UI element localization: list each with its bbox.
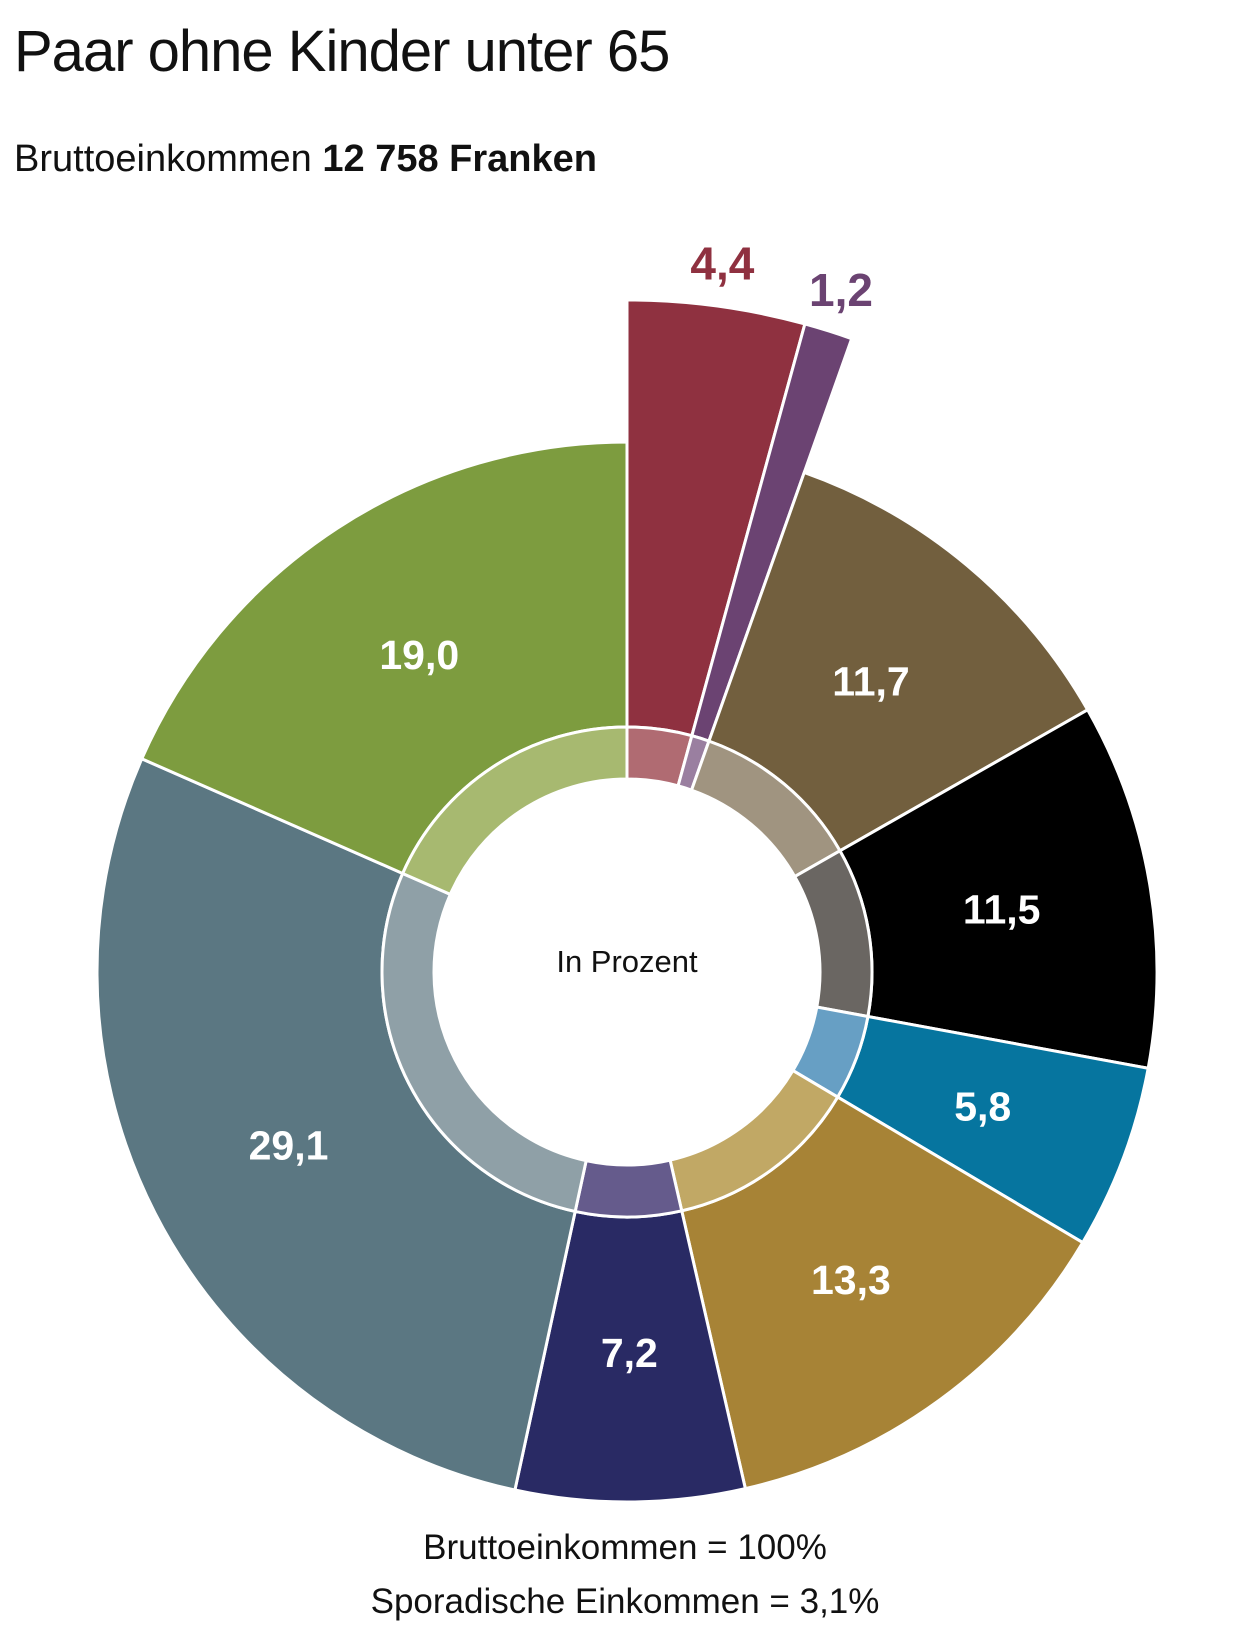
slice-label-6: 7,2: [601, 1330, 658, 1376]
slice-label-5: 13,3: [811, 1257, 891, 1303]
slice-label-1: 1,2: [809, 264, 873, 316]
donut-hole: [434, 779, 820, 1165]
subtitle-prefix: Bruttoeinkommen: [14, 138, 323, 180]
slice-labels: 4,4 1,2 11,7 11,5 5,8 13,3 7,2 29,1 19,0: [249, 237, 1041, 1376]
center-label: In Prozent: [556, 944, 698, 979]
slice-label-7: 29,1: [249, 1123, 329, 1169]
footnote-gross-income: Bruttoeinkommen = 100%: [423, 1528, 827, 1567]
slice-label-3: 11,5: [963, 887, 1041, 933]
footnote-sporadic-income: Sporadische Einkommen = 3,1%: [370, 1582, 880, 1621]
slice-label-4: 5,8: [954, 1084, 1011, 1130]
donut-slices: [95, 298, 1159, 1504]
chart-title: Paar ohne Kinder unter 65: [14, 19, 670, 84]
slice-inner-ring-8: [400, 725, 629, 897]
subtitle-amount: 12 758 Franken: [322, 138, 597, 180]
slice-label-0: 4,4: [690, 237, 754, 289]
chart-subtitle: Bruttoeinkommen 12 758 Franken: [14, 138, 597, 181]
slice-label-8: 19,0: [379, 632, 459, 678]
slice-label-2: 11,7: [832, 659, 910, 705]
slice-inner-ring-6: [573, 1158, 684, 1219]
